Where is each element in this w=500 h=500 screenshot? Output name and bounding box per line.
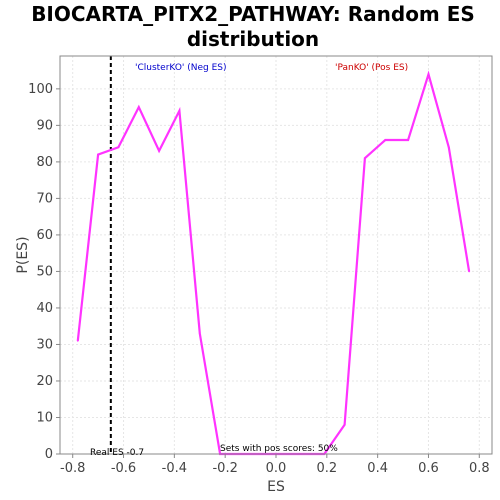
data-point [447, 146, 450, 149]
data-point [137, 106, 140, 109]
x-axis-title: ES [267, 479, 285, 495]
plot-background [60, 56, 492, 454]
data-point [97, 153, 100, 156]
data-point [407, 139, 410, 141]
y-axis-title: P(ES) [15, 236, 31, 273]
y-tick-label: 10 [36, 410, 53, 425]
chart-title-line-1: BIOCARTA_PITX2_PATHWAY: Random ES [31, 2, 475, 26]
data-point [384, 139, 387, 141]
x-tick-label: -0.6 [111, 461, 136, 476]
y-tick-label: 40 [36, 301, 53, 316]
pos-scores-label: Sets with pos scores: 50% [220, 444, 338, 454]
y-tick-label: 60 [36, 228, 53, 243]
x-axis: -0.8 -0.6 -0.4 -0.2 0.0 0.2 0.4 0.6 0.8 [60, 454, 490, 476]
x-tick-label: -0.8 [60, 461, 85, 476]
chart-title-line-2: distribution [187, 27, 319, 51]
x-tick-label: 0.8 [469, 461, 490, 476]
y-tick-label: 0 [45, 447, 53, 462]
data-point [364, 157, 366, 160]
x-tick-label: 0.6 [418, 461, 439, 476]
x-tick-label: 0.4 [367, 461, 388, 476]
x-tick-label: -0.4 [162, 461, 187, 476]
data-point [76, 339, 79, 342]
y-tick-label: 90 [36, 118, 53, 133]
data-point [427, 73, 430, 76]
data-point [178, 109, 181, 112]
pos-es-label: 'PanKO' (Pos ES) [335, 63, 408, 73]
x-tick-label: -0.2 [212, 461, 237, 476]
y-tick-label: 50 [36, 264, 53, 279]
y-tick-label: 70 [36, 191, 53, 206]
data-point [343, 423, 346, 426]
grid-layer [60, 56, 492, 455]
real-es-label: Real ES -0.7 [90, 448, 144, 458]
y-axis: 0 10 20 30 40 50 60 70 80 90 100 [28, 82, 60, 462]
y-tick-label: 80 [36, 155, 53, 170]
y-tick-label: 20 [36, 374, 53, 389]
y-tick-label: 30 [36, 337, 53, 352]
data-point [198, 332, 201, 335]
data-point [468, 270, 471, 273]
plot-area [59, 55, 493, 456]
x-tick-label: 0.2 [316, 461, 337, 476]
data-point [117, 146, 120, 149]
x-tick-label: 0.0 [266, 461, 287, 476]
y-tick-label: 100 [28, 82, 53, 97]
neg-es-label: 'ClusterKO' (Neg ES) [135, 63, 227, 73]
data-point [158, 150, 161, 152]
